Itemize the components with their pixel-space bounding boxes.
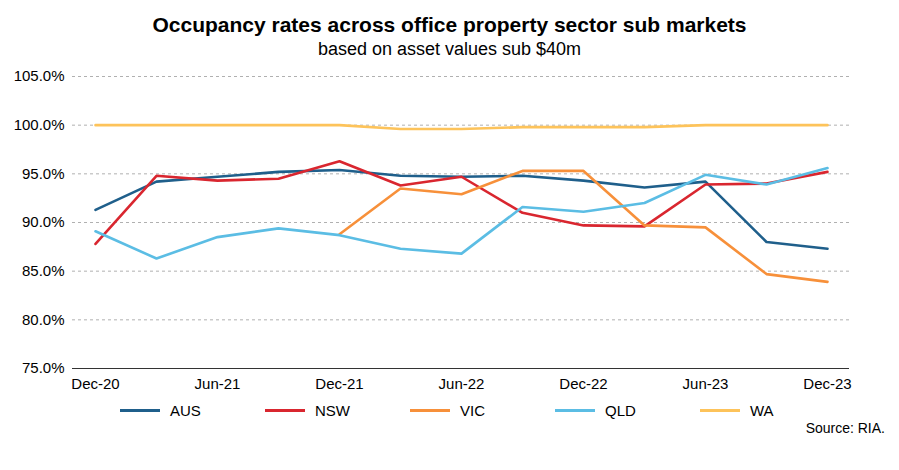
html-text:WA: WA <box>750 402 774 419</box>
html-text:NSW: NSW <box>315 402 350 419</box>
svg-text:105.0%: 105.0% <box>14 67 65 84</box>
svg-text:Dec-20: Dec-20 <box>71 375 119 392</box>
svg-text:Jun-22: Jun-22 <box>439 375 485 392</box>
svg-text:Jun-23: Jun-23 <box>683 375 729 392</box>
svg-text:80.0%: 80.0% <box>22 311 65 328</box>
html-text:based on asset values sub $40m: based on asset values sub $40m <box>317 39 582 59</box>
svg-text:Dec-23: Dec-23 <box>803 375 851 392</box>
svg-text:Jun-21: Jun-21 <box>195 375 241 392</box>
html-text:QLD: QLD <box>605 402 636 419</box>
html-text:VIC: VIC <box>460 402 485 419</box>
html-text:AUS: AUS <box>170 402 201 419</box>
html-text:Occupancy rates across office: Occupancy rates across office property s… <box>152 13 747 36</box>
svg-text:Dec-21: Dec-21 <box>315 375 363 392</box>
svg-text:90.0%: 90.0% <box>22 213 65 230</box>
svg-text:100.0%: 100.0% <box>14 116 65 133</box>
svg-text:85.0%: 85.0% <box>22 262 65 279</box>
html-text:Source: RIA.: Source: RIA. <box>805 420 885 436</box>
svg-text:95.0%: 95.0% <box>22 165 65 182</box>
svg-text:Dec-22: Dec-22 <box>559 375 607 392</box>
svg-text:75.0%: 75.0% <box>22 359 65 376</box>
